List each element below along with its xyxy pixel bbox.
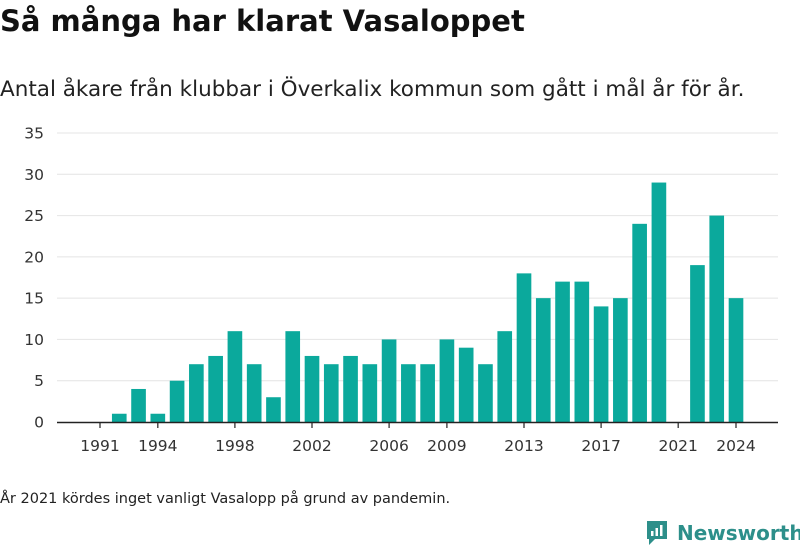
bar <box>613 298 628 422</box>
bar <box>266 397 281 422</box>
bar <box>189 364 204 422</box>
y-tick-label: 10 <box>24 331 44 349</box>
bar <box>458 347 474 422</box>
y-tick-label: 5 <box>34 372 44 390</box>
bar <box>516 273 532 422</box>
bar <box>632 223 647 422</box>
bar <box>439 339 455 422</box>
bar <box>111 413 127 422</box>
brand-name: Newsworthy <box>677 521 800 545</box>
bar <box>150 413 166 422</box>
bar <box>304 355 320 422</box>
x-tick-label: 2013 <box>504 437 543 455</box>
y-tick-label: 15 <box>24 290 44 308</box>
brand-logo: Newsworthy <box>645 519 800 547</box>
newsworthy-logo-icon <box>647 521 667 545</box>
bar <box>362 364 378 422</box>
bar-chart: 0 5 10 15 20 25 30 35 1991 1994 1998 2002 2006 2009 20… <box>24 125 778 455</box>
y-tick-label: 35 <box>24 125 44 143</box>
y-tick-label: 20 <box>24 248 44 266</box>
bar <box>478 364 493 422</box>
y-tick-label: 0 <box>34 414 44 432</box>
chart-title: Så många har klarat Vasaloppet <box>0 4 525 38</box>
bar <box>420 364 435 422</box>
chart-subtitle: Antal åkare från klubbar i Överkalix kom… <box>0 77 745 102</box>
bar <box>690 265 705 422</box>
y-tick-label: 30 <box>24 166 44 184</box>
bar <box>593 306 609 422</box>
bar <box>343 355 358 422</box>
x-tick-label: 2006 <box>369 437 408 455</box>
bar <box>535 298 551 422</box>
bar <box>285 331 301 422</box>
x-tick-label: 2024 <box>716 437 755 455</box>
x-tick-label: 1994 <box>138 437 177 455</box>
y-tick-label: 25 <box>24 207 44 225</box>
bar <box>555 281 570 422</box>
bar <box>208 355 223 422</box>
x-tick-label: 1998 <box>215 437 254 455</box>
x-tick-label: 2009 <box>427 437 466 455</box>
bar <box>246 364 262 422</box>
bar <box>227 331 243 422</box>
x-tick-label: 2002 <box>292 437 331 455</box>
bar <box>497 331 513 422</box>
bar <box>574 281 590 422</box>
bar <box>728 298 744 422</box>
bar <box>401 364 416 422</box>
x-tick-label: 2017 <box>581 437 620 455</box>
bar <box>709 215 725 422</box>
x-tick-label: 1991 <box>80 437 119 455</box>
bar <box>381 339 397 422</box>
bar <box>169 380 185 422</box>
bar <box>651 182 667 422</box>
bar <box>131 388 146 422</box>
footnote: År 2021 kördes inget vanligt Vasalopp på… <box>0 491 451 507</box>
bar <box>323 364 339 422</box>
x-tick-label: 2021 <box>658 437 697 455</box>
